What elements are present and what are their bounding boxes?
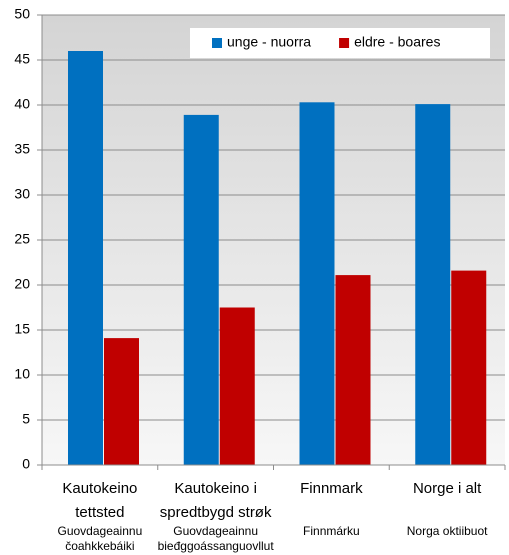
x-tick-sublabel: Finnmárku	[303, 524, 360, 538]
legend-label: unge - nuorra	[227, 34, 311, 50]
y-tick-label: 15	[14, 321, 30, 337]
x-tick-label: Finnmark	[300, 480, 363, 497]
y-tick-label: 20	[14, 276, 30, 292]
legend-label: eldre - boares	[354, 34, 440, 50]
y-tick-label: 0	[22, 456, 30, 472]
y-tick-label: 40	[14, 96, 30, 112]
bar	[219, 307, 255, 465]
y-tick-label: 45	[14, 51, 30, 67]
x-tick-sublabel: Guovdageainnu čoahkkebáiki	[57, 524, 143, 553]
bar	[335, 275, 371, 465]
x-tick-label: Kautokeino i spredtbygd strøk	[159, 480, 272, 521]
x-tick-sublabel: Guovdageainnu bieđggoássanguovllut	[157, 524, 274, 553]
bar	[104, 338, 139, 465]
y-tick-label: 5	[22, 411, 30, 427]
x-tick-label: Norge i alt	[412, 480, 482, 497]
bar	[68, 51, 103, 465]
x-tick-sublabel: Norga oktiibuot	[406, 524, 488, 538]
y-tick-label: 50	[14, 6, 30, 22]
bar	[299, 102, 335, 466]
legend-swatch	[212, 38, 222, 48]
y-tick-label: 30	[14, 186, 30, 202]
bar	[183, 114, 219, 466]
y-tick-label: 10	[14, 366, 30, 382]
y-tick-label: 25	[14, 231, 30, 247]
y-tick-label: 35	[14, 141, 30, 157]
bar	[451, 270, 487, 465]
x-tick-label: Kautokeino tettsted	[62, 480, 138, 521]
bar	[415, 104, 451, 465]
legend-swatch	[339, 38, 350, 48]
